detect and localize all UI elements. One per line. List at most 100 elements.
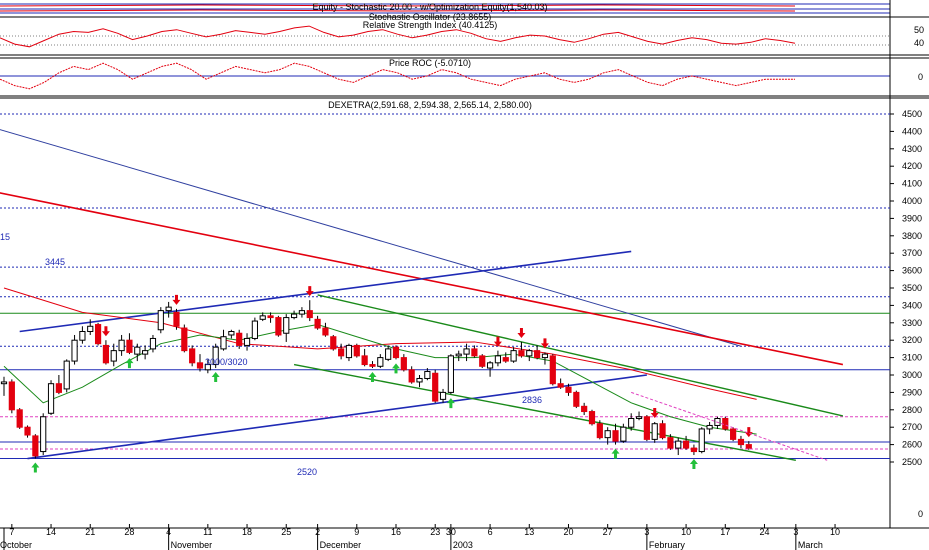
candle-body [361,355,368,366]
candle [432,369,439,403]
candle [290,310,298,320]
candle-body [745,444,752,449]
candle [408,366,415,384]
candle-body [659,423,666,439]
sell-arrow [744,427,753,438]
candle-body [377,357,384,367]
candle [541,352,549,365]
candle [620,423,627,443]
candle [385,345,392,362]
candle [306,300,313,322]
candle-body [424,371,431,379]
candle [110,343,117,367]
y-tick-label: 2800 [902,405,922,415]
annotation-left-edge: 15 [0,232,10,242]
candle-body [204,364,211,371]
x-tick-label: 14 [46,527,56,537]
stoch-title: Stochastic Oscillator (23.8655) [369,12,492,22]
candle-body [126,339,133,353]
buy-arrow [368,372,377,383]
roc-panel: Price ROC (-5.0710) 0 [0,57,929,97]
candle-body [173,311,180,327]
candle [604,427,611,445]
y-tick-label: 2500 [902,457,922,467]
candle [628,413,635,431]
y-tick-label: 3600 [902,266,922,276]
candle-body [298,310,306,315]
candle [518,341,525,358]
candle [573,390,580,409]
candle [94,322,102,346]
candle [87,319,94,335]
candle-body [110,350,117,362]
candle-body [588,411,596,425]
ma-green-line [3,324,757,435]
candle [534,345,541,360]
candle-body [455,353,462,357]
candle [737,435,745,449]
sell-arrow [517,327,526,338]
candle [424,368,431,381]
candle [338,343,345,360]
candle-body [181,327,188,352]
buy-arrow [125,358,134,369]
candle-body [737,438,745,446]
sell-arrow [172,294,181,305]
rsi-title: Relative Strength Index (40.4125) [363,20,498,30]
trendlines [0,129,844,461]
candle-body [283,317,290,334]
month-label: October [0,540,32,550]
buy-arrow [446,398,455,409]
candle-body [71,339,78,362]
price-title: DEXETRA(2,591.68, 2,594.38, 2,565.14, 2,… [328,100,532,110]
trendline-blue-lower [27,374,647,460]
candle-body [55,383,62,393]
candle-body [322,327,329,336]
buy-arrow [31,462,40,473]
x-tick-label: 27 [603,527,613,537]
signals [31,286,753,473]
candle [730,427,737,442]
candle [361,348,368,367]
candle [447,354,454,395]
candle-body [596,423,603,439]
candle-body [8,381,15,411]
y-tick-label: 4500 [902,109,922,119]
candle-body [228,331,235,336]
x-tick-label: 25 [281,527,291,537]
candle [439,388,447,403]
candle-body [416,377,423,383]
candle [283,314,290,342]
x-tick-label: 17 [720,527,730,537]
x-tick-label: 21 [85,527,95,537]
roc-line [0,62,795,90]
candle [243,333,251,351]
x-tick-label: 16 [391,527,401,537]
candle-body [675,440,682,449]
candle [212,343,219,369]
candle [651,421,658,443]
x-tick-label: 10 [830,527,840,537]
month-label: February [649,540,686,550]
candle-body [118,339,125,352]
candle-body [439,391,447,400]
x-tick-label: 10 [681,527,691,537]
projection-line [631,391,828,461]
candle [173,308,180,330]
candle [259,312,266,322]
candle-body [518,350,525,357]
candle [47,380,55,416]
buy-arrow [211,372,220,383]
candle [463,343,470,362]
candle [142,345,149,360]
candle-body [330,336,337,350]
candle-body [510,350,517,362]
candle-body [157,310,164,331]
candle-body [392,346,400,359]
candle [510,347,517,363]
candle-body [479,355,486,367]
candle-body [275,317,282,336]
candle-body [47,383,55,414]
y-tick-label: 3400 [902,300,922,310]
x-tick-label: 9 [354,527,359,537]
